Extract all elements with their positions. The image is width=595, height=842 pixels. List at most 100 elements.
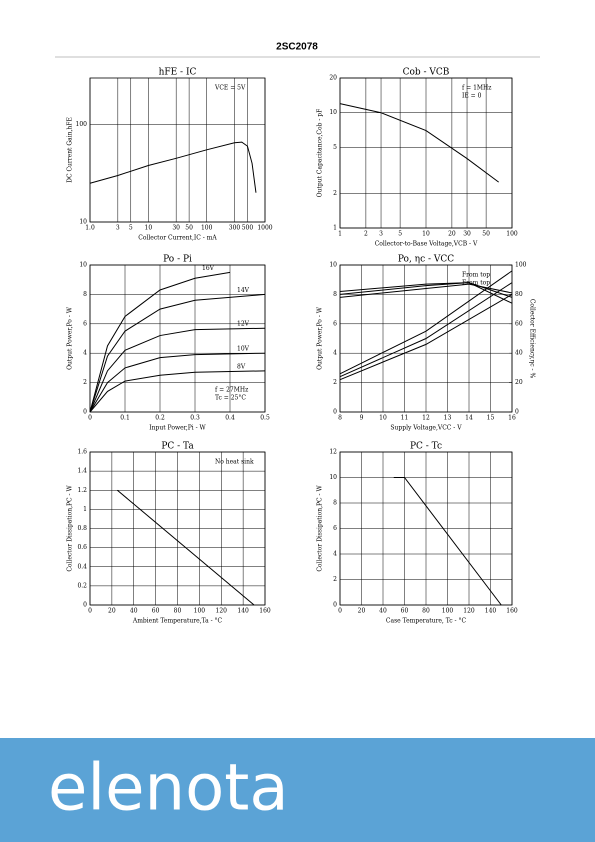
series-line [89,370,266,413]
x-tick-label: 120 [463,608,475,615]
x-tick-label: 0.5 [260,415,270,422]
x-tick-label: 20 [358,608,366,615]
x-tick-label: 9 [360,415,364,422]
annotation: Tc = 25°C [215,395,246,402]
x-tick-label: 16 [508,415,516,422]
chart-title: Po - Pi [163,255,192,265]
y-tick-label: 100 [76,121,88,128]
y-tick-label: 8 [83,291,87,298]
y-tick-label: 1.6 [77,449,87,456]
series-line [339,270,513,375]
x-tick-label: 160 [506,608,518,615]
x-tick-label: 80 [422,608,430,615]
y-tick-label: 8 [333,500,337,507]
series-line [339,293,513,381]
x-tick-label: 1 [338,231,342,238]
x-tick-label: 10 [379,415,387,422]
x-tick-label: 20 [108,608,116,615]
series-line [339,283,513,298]
y-tick-label: 10 [329,474,337,481]
x-tick-label: 5 [398,231,402,238]
y-tick-label: 0 [83,602,87,609]
x-axis-label: Input Power,Pi - W [149,425,206,432]
chart-title: PC - Tc [410,442,442,452]
y-tick-label: 6 [333,320,337,327]
y-axis-label: Output Power,Po - W [67,306,74,370]
x-tick-label: 500 [242,225,254,232]
series-line [339,282,513,304]
series-line [89,352,266,413]
x-tick-label: 3 [116,225,120,232]
x-tick-label: 80 [174,608,182,615]
y-tick-label: 6 [83,320,87,327]
x-axis-label: Supply Voltage,VCC - V [390,425,462,432]
x-tick-label: 50 [482,231,490,238]
y-tick-label: 0.2 [77,582,87,589]
y-tick-label: 6 [333,525,337,532]
x-tick-label: 120 [216,608,228,615]
watermark-text: elenota [48,752,289,826]
series-line [89,327,266,413]
series-label: 10V [237,346,250,353]
x-tick-label: 30 [172,225,180,232]
y-tick-label: 0.6 [77,544,87,551]
x-tick-label: 0.4 [225,415,235,422]
x-axis-label: Case Temperature, Tc - °C [386,618,467,625]
y-tick-label: 0 [83,409,87,416]
x-tick-label: 100 [506,231,518,238]
x-tick-label: 0.2 [155,415,165,422]
page-title: 2SC2078 [276,42,318,53]
series-line [339,282,513,378]
x-tick-label: 40 [379,608,387,615]
x-tick-label: 100 [194,608,206,615]
x-tick-label: 20 [448,231,456,238]
series-line [89,293,266,413]
x-tick-label: 140 [485,608,497,615]
y-axis-label: Output Capacitance,Cob - pF [317,109,324,198]
y-tick-label: 2 [83,379,87,386]
x-tick-label: 1000 [257,225,272,232]
y-tick-label: 10 [329,262,337,269]
x-tick-label: 10 [422,231,430,238]
series-line [393,477,502,606]
x-tick-label: 0 [88,608,92,615]
y-tick-label: 4 [333,350,337,357]
x-tick-label: 30 [463,231,471,238]
annotation: f = 1MHz [462,85,491,92]
chart-title: Po, ηc - VCC [398,255,454,265]
chart-title: hFE - IC [159,68,197,78]
x-axis-label: Collector-to-Base Voltage,VCB - V [375,241,478,248]
series-label: 8V [237,363,246,370]
y-tick-label: 20 [329,75,337,82]
x-tick-label: 0 [338,608,342,615]
x-tick-label: 2 [364,231,368,238]
x-tick-label: 300 [229,225,241,232]
y-tick-label: 4 [333,551,337,558]
x-tick-label: 0.3 [190,415,200,422]
y-tick-label: 0.8 [77,525,87,532]
y-tick-label: 10 [329,109,337,116]
annotation: From top [462,272,490,279]
y2-tick-label: 60 [515,320,523,327]
y2-tick-label: 20 [515,379,523,386]
x-tick-label: 100 [442,608,454,615]
x-tick-label: 5 [129,225,133,232]
plot-frame [89,77,266,223]
y-tick-label: 4 [83,350,87,357]
y2-tick-label: 40 [515,350,523,357]
x-tick-label: 140 [237,608,249,615]
y-tick-label: 2 [333,576,337,583]
annotation: No heat sink [215,459,254,466]
y-tick-label: 0 [333,602,337,609]
series-line [339,103,499,183]
watermark-band [0,738,595,842]
y2-tick-label: 100 [515,262,527,269]
y-axis-label: Collector Dissipation,PC - W [67,485,74,572]
annotation: f = 27MHz [215,387,248,394]
series-label: 12V [237,321,250,328]
y-axis-label: Output Power,Po - W [317,306,324,370]
y-tick-label: 5 [333,144,337,151]
annotation: IE = 0 [462,93,482,100]
